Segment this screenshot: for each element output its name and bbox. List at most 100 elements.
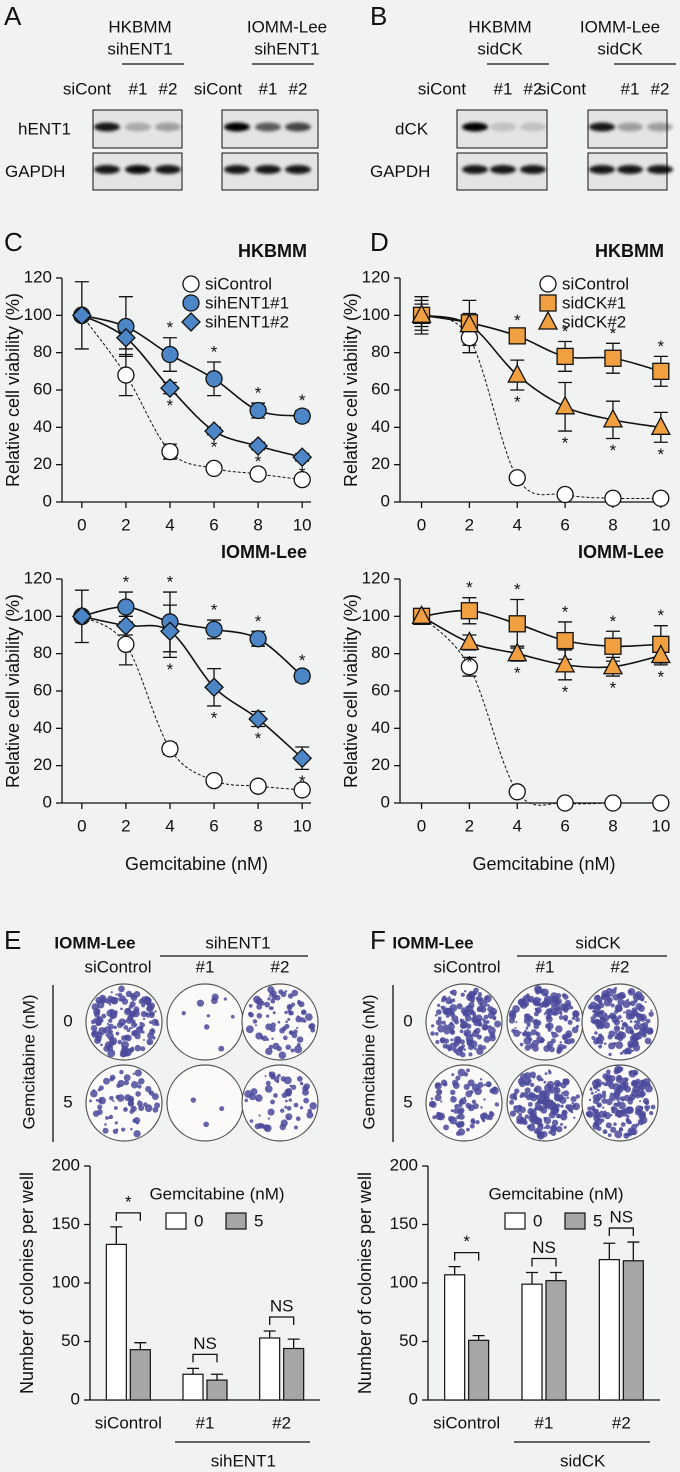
marker bbox=[652, 362, 670, 380]
x-tick-label: 4 bbox=[513, 816, 522, 835]
marker bbox=[652, 489, 670, 507]
colony bbox=[548, 1086, 556, 1094]
colony bbox=[519, 1042, 524, 1047]
colony bbox=[549, 1099, 554, 1104]
colony bbox=[288, 1098, 292, 1102]
x-tick-label: siControl bbox=[433, 1413, 500, 1432]
colony bbox=[598, 1033, 603, 1038]
blot-row-label: GAPDH bbox=[370, 162, 430, 181]
panel-label: D bbox=[370, 227, 389, 257]
colony bbox=[466, 1068, 470, 1073]
significance: * bbox=[299, 772, 306, 791]
colony bbox=[135, 1091, 141, 1097]
colony bbox=[95, 996, 103, 1004]
colony bbox=[632, 1069, 639, 1076]
colony bbox=[470, 1033, 474, 1038]
y-tick-label: 0 bbox=[381, 491, 390, 510]
colony bbox=[89, 1099, 93, 1103]
colony bbox=[523, 1118, 527, 1122]
colony bbox=[540, 988, 545, 993]
colony bbox=[219, 1106, 225, 1112]
colony bbox=[269, 1071, 272, 1075]
colony bbox=[435, 1009, 442, 1015]
colony bbox=[628, 1129, 633, 1133]
colony bbox=[252, 1019, 258, 1024]
fit-line bbox=[81, 314, 303, 458]
colony bbox=[459, 1018, 463, 1022]
well bbox=[166, 1064, 244, 1142]
colony bbox=[458, 1099, 465, 1105]
colony bbox=[255, 1032, 263, 1040]
colony bbox=[563, 1125, 567, 1129]
colony bbox=[148, 1104, 151, 1107]
y-tick-label: 60 bbox=[371, 680, 390, 699]
colony bbox=[447, 1047, 452, 1052]
colony bbox=[465, 1090, 473, 1098]
colony bbox=[602, 1106, 605, 1109]
colony bbox=[285, 1113, 293, 1121]
colony bbox=[479, 1078, 483, 1081]
colony bbox=[280, 991, 287, 998]
colony bbox=[129, 1001, 136, 1008]
colony bbox=[254, 1123, 261, 1130]
colony bbox=[543, 992, 548, 996]
marker bbox=[182, 294, 200, 312]
blot-band bbox=[462, 122, 488, 132]
blot-band bbox=[285, 122, 311, 132]
colony bbox=[466, 1127, 470, 1132]
fit-line bbox=[421, 609, 661, 648]
colony bbox=[527, 1123, 536, 1132]
colony bbox=[92, 1089, 95, 1092]
error-bar bbox=[526, 1271, 538, 1285]
y-tick-label: 80 bbox=[33, 643, 52, 662]
colony bbox=[613, 1102, 618, 1107]
colony bbox=[482, 1018, 486, 1022]
colony bbox=[453, 993, 457, 996]
colony bbox=[529, 1112, 538, 1121]
knockdown: sidCK bbox=[477, 39, 523, 58]
colony bbox=[301, 1083, 304, 1086]
marker bbox=[205, 620, 223, 639]
colony bbox=[230, 1014, 235, 1019]
legend-label: sidCK#2 bbox=[562, 312, 626, 331]
colony bbox=[109, 1008, 115, 1015]
colony bbox=[117, 992, 123, 998]
colony bbox=[603, 1042, 607, 1045]
marker bbox=[249, 465, 267, 483]
colony bbox=[550, 1106, 559, 1115]
marker bbox=[537, 310, 559, 330]
colony bbox=[451, 1073, 455, 1077]
colony bbox=[595, 1011, 599, 1015]
colony bbox=[149, 1020, 153, 1024]
colony bbox=[115, 1128, 119, 1131]
colony bbox=[451, 1079, 459, 1086]
colony bbox=[631, 1089, 639, 1098]
colony bbox=[127, 1014, 134, 1021]
colony bbox=[141, 1003, 146, 1008]
colony bbox=[596, 1083, 602, 1088]
colony bbox=[555, 1103, 561, 1108]
marker bbox=[160, 378, 180, 399]
colony bbox=[562, 1079, 570, 1086]
colony bbox=[109, 1095, 114, 1101]
colony bbox=[610, 993, 614, 997]
y-tick-label: 60 bbox=[371, 379, 390, 398]
colony bbox=[595, 994, 601, 999]
colony bbox=[127, 1007, 130, 1010]
x-tick-label: #1 bbox=[196, 1413, 215, 1432]
colony bbox=[435, 1112, 444, 1120]
y-tick-label: 0 bbox=[43, 792, 52, 811]
colony bbox=[260, 1123, 266, 1129]
colony bbox=[181, 1011, 186, 1016]
colony bbox=[118, 985, 125, 993]
colony bbox=[451, 1015, 459, 1023]
significance: * bbox=[514, 392, 521, 411]
colony bbox=[616, 1074, 623, 1081]
group-label: sidCK bbox=[560, 1451, 606, 1470]
colony bbox=[556, 1081, 562, 1087]
colony bbox=[105, 1116, 109, 1120]
colony bbox=[613, 1122, 617, 1126]
colony bbox=[637, 1118, 645, 1126]
y-axis-label: Relative cell viability (%) bbox=[3, 293, 23, 487]
colony bbox=[147, 1004, 154, 1012]
